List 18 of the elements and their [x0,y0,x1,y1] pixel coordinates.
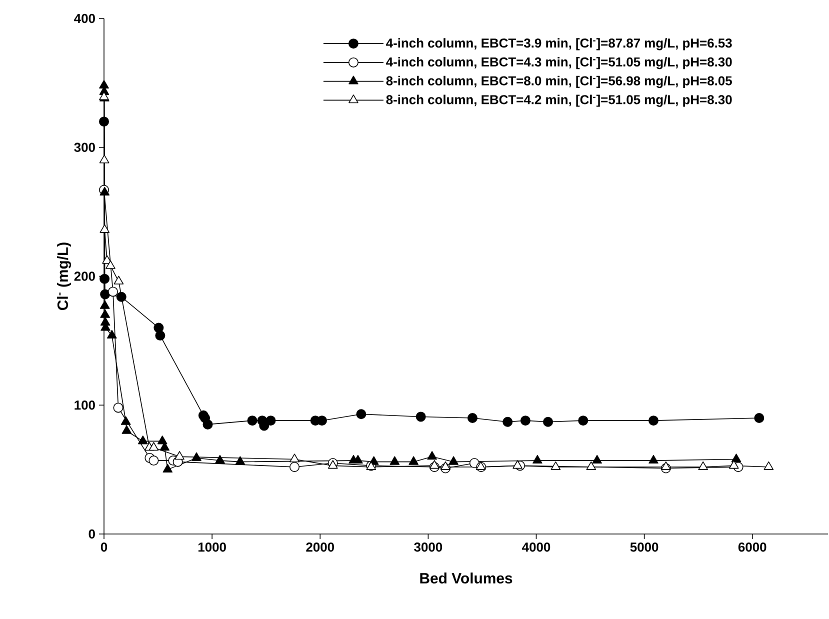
legend-label: 8-inch column, EBCT=8.0 min, [Cl$^{-}$]=56.98 mg/L, pH=8.05 [386,76,732,88]
x-tick-label: 2000 [306,542,334,552]
y-axis-title: Cl$^{-}$ (mg/L) [57,242,72,310]
x-tick-label: 3000 [414,542,442,552]
y-tick-label: 0 [88,529,95,539]
x-tick-label: 1000 [198,542,226,552]
x-tick-label: 4000 [522,542,550,552]
y-tick-label: 100 [74,400,95,410]
x-tick-label: 0 [100,542,108,552]
y-tick-label: 200 [74,272,95,281]
x-tick-label: 5000 [630,542,658,552]
legend-label: 4-inch column, EBCT=4.3 min, [Cl$^{-}$]=51.05 mg/L, pH=8.30 [386,57,732,70]
legend-label: 4-inch column, EBCT=3.9 min, [Cl$^{-}$]=87.87 mg/L, pH=6.53 [386,38,732,50]
legend-label: 8-inch column, EBCT=4.2 min, [Cl$^{-}$]=51.05 mg/L, pH=8.30 [386,94,732,107]
x-tick-label: 6000 [738,542,766,552]
y-tick-label: 400 [74,14,95,24]
y-tick-label: 300 [74,142,95,152]
x-axis-title: Bed Volumes [420,572,512,584]
